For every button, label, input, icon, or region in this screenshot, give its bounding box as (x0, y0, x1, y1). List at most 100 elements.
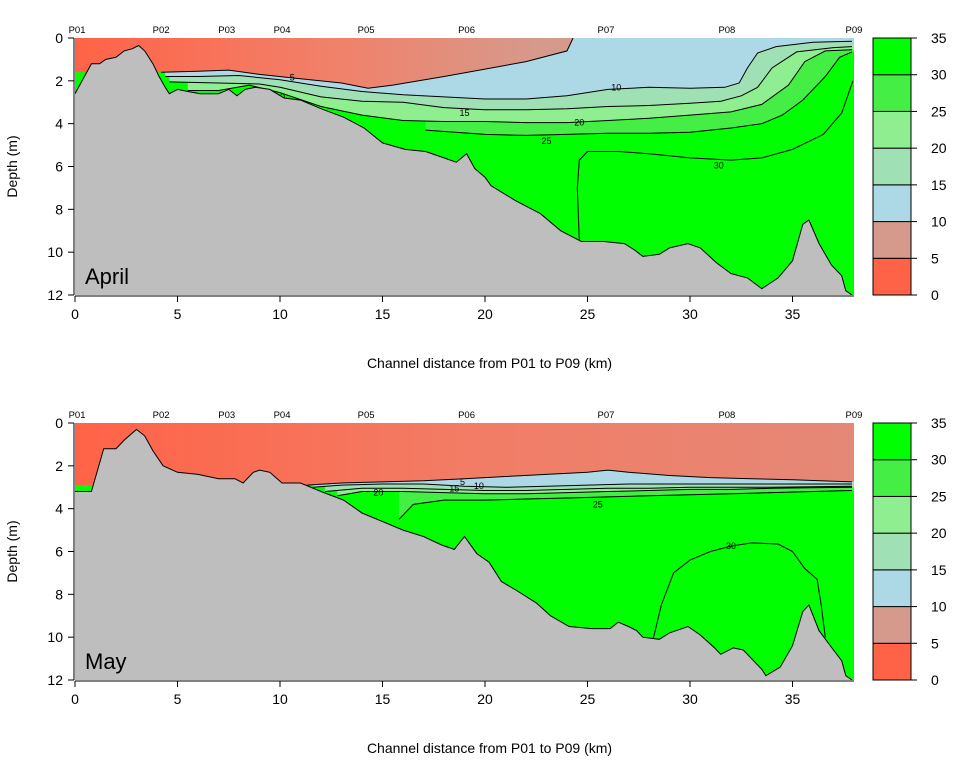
contour-line-20 (187, 49, 853, 124)
legend-may: 0 5 10 15 20 25 30 35 (872, 415, 947, 688)
y-tick-label: 12 (47, 672, 63, 688)
x-tick-label: 20 (477, 306, 493, 322)
y-tick-label: 2 (55, 73, 63, 89)
legend-swatch (872, 184, 912, 223)
y-tick-label: 6 (55, 544, 63, 560)
x-axis-label: Channel distance from P01 to P09 (km) (367, 740, 612, 756)
contour-label: 20 (373, 488, 383, 498)
seabed-outline (75, 428, 853, 680)
legend-swatch (872, 495, 912, 534)
legend-label: 20 (931, 525, 947, 541)
contour-label: 10 (611, 82, 621, 92)
x-tick-label: 35 (785, 306, 801, 322)
x-tick-label: 10 (272, 691, 288, 707)
contour-line-30 (652, 542, 826, 640)
y-tick-label: 4 (55, 116, 63, 132)
y-tick-label: 0 (55, 415, 63, 431)
contour-label: 15 (449, 483, 459, 493)
legend-label: 30 (931, 67, 947, 83)
x-tick-label: 10 (272, 306, 288, 322)
contour-label: 30 (726, 541, 736, 551)
legend-swatch (872, 422, 912, 461)
contour-label: 25 (593, 499, 603, 509)
legend-swatch (872, 642, 912, 681)
y-tick-label: 10 (47, 244, 63, 260)
legend-swatch (872, 110, 912, 149)
legend-label: 15 (931, 562, 947, 578)
station-label: P04 (274, 25, 291, 36)
station-label: P09 (846, 410, 863, 421)
fresh-surface-layer (75, 423, 854, 486)
april-panel: 5101015202530April0510152025303502468101… (4, 25, 862, 371)
x-tick-label: 30 (682, 691, 698, 707)
station-label: P04 (274, 410, 291, 421)
station-label: P07 (597, 410, 614, 421)
legend-label: 35 (931, 30, 947, 46)
contour-line-15 (325, 485, 853, 492)
station-label: P05 (358, 25, 375, 36)
x-tick-label: 15 (375, 691, 391, 707)
contour-label: 20 (574, 118, 584, 128)
legend-april: 0 5 10 15 20 25 30 35 (872, 30, 947, 303)
contour-line-15 (169, 46, 853, 111)
station-label: P07 (597, 25, 614, 36)
legend-swatch (872, 257, 912, 296)
x-tick-label: 0 (71, 306, 79, 322)
y-tick-label: 0 (55, 30, 63, 46)
y-tick-label: 8 (55, 586, 63, 602)
legend-swatch (872, 37, 912, 76)
contour-label: 30 (714, 160, 724, 170)
x-tick-label: 35 (785, 691, 801, 707)
x-tick-label: 25 (580, 306, 596, 322)
contour-label: 15 (459, 108, 469, 118)
legend-swatch (872, 221, 912, 259)
legend-label: 5 (931, 250, 939, 266)
station-label: P09 (846, 25, 863, 36)
seabed (75, 45, 854, 295)
legend-label: 35 (931, 415, 947, 431)
contour-line-20 (337, 486, 853, 497)
panel-label: May (85, 649, 127, 674)
fresh-surface-layer (75, 38, 854, 89)
station-label: P08 (718, 410, 735, 421)
station-label: P01 (69, 25, 86, 36)
legend-swatch (872, 532, 912, 571)
y-tick-label: 12 (47, 287, 63, 303)
legend-label: 0 (931, 287, 939, 303)
x-tick-label: 25 (580, 691, 596, 707)
station-label: P06 (458, 410, 475, 421)
y-tick-label: 8 (55, 201, 63, 217)
seabed (75, 429, 854, 680)
x-tick-label: 5 (174, 306, 182, 322)
seabed-outline (75, 44, 853, 295)
contour-line-25 (398, 490, 853, 520)
contour-line-10 (165, 40, 853, 100)
panel-label: April (85, 264, 129, 289)
legend-swatch (872, 74, 912, 112)
station-label: P05 (358, 410, 375, 421)
station-label: P03 (218, 410, 235, 421)
contour-line-10 (312, 483, 852, 488)
legend-label: 15 (931, 177, 947, 193)
legend-label: 25 (931, 488, 947, 504)
station-label: P02 (153, 25, 170, 36)
legend-label: 10 (931, 214, 947, 230)
contour-label: 5 (290, 73, 295, 83)
contour-line-5 (161, 38, 574, 89)
station-label: P01 (69, 410, 86, 421)
x-axis-label: Channel distance from P01 to P09 (km) (367, 355, 612, 371)
legend-label: 10 (931, 599, 947, 615)
legend-label: 30 (931, 452, 947, 468)
legend-label: 25 (931, 103, 947, 119)
legend-swatch (872, 606, 912, 644)
contour-label: 25 (541, 136, 551, 146)
y-axis-label: Depth (m) (4, 520, 20, 582)
station-label: P08 (718, 25, 735, 36)
legend-swatch (872, 569, 912, 608)
legend-swatch (872, 459, 912, 497)
contour-line-25 (425, 51, 853, 136)
contour-line-30 (576, 80, 854, 241)
legend-label: 20 (931, 140, 947, 156)
